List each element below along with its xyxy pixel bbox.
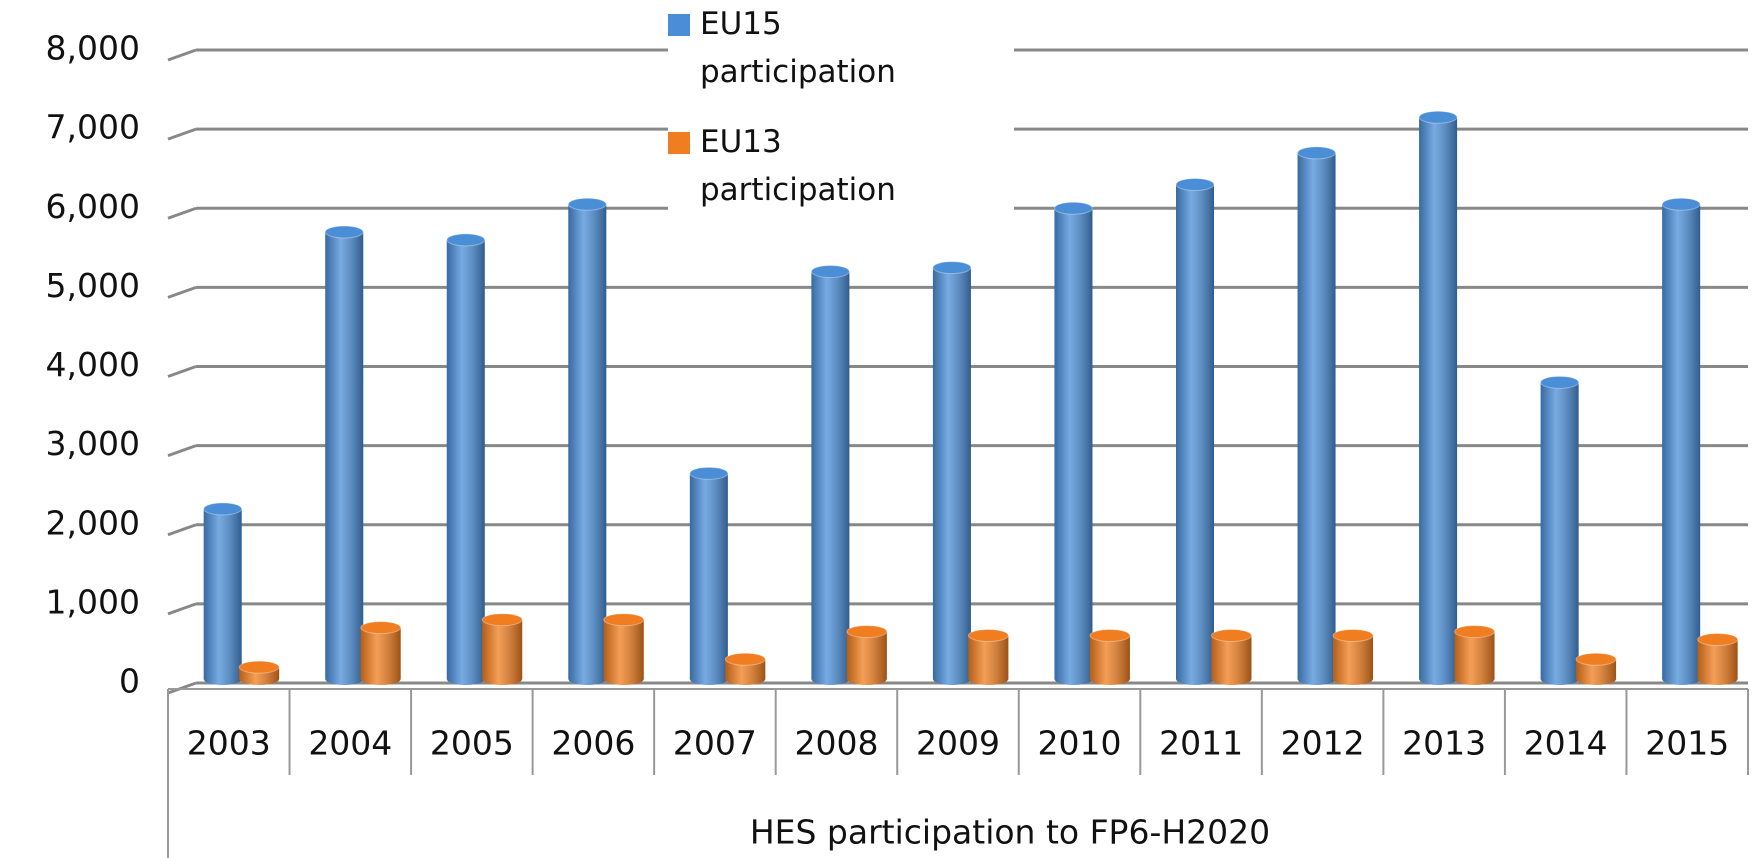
grid-line-side <box>167 206 197 220</box>
bar-shade <box>846 631 887 685</box>
bar-cap <box>1053 201 1093 215</box>
y-tick-label: 3,000 <box>46 424 140 463</box>
legend-label: EU13 participation <box>700 124 896 208</box>
x-tick-label: 2007 <box>673 724 757 763</box>
bar-shade <box>1697 639 1738 685</box>
bar-shade <box>1211 635 1252 685</box>
y-tick-label: 8,000 <box>46 29 140 68</box>
grid-line-side <box>167 285 197 299</box>
bar-shade <box>1419 117 1458 686</box>
x-tick-label: 2006 <box>551 724 635 763</box>
bar-cap <box>1332 629 1374 643</box>
bar-shade <box>446 239 485 685</box>
bar-shade <box>1054 208 1093 685</box>
x-tick-label: 2012 <box>1281 724 1365 763</box>
bar-cap <box>689 466 729 480</box>
bar-shade <box>968 635 1009 685</box>
bar-cap <box>1575 652 1617 666</box>
x-axis-title: HES participation to FP6-H2020 <box>750 813 1270 852</box>
y-tick-label: 1,000 <box>46 582 140 621</box>
bar-cap <box>1297 146 1337 160</box>
bar-cap <box>932 261 972 275</box>
grid-line-side <box>167 48 197 62</box>
y-tick-label: 2,000 <box>46 503 140 542</box>
x-tick-label: 2003 <box>187 724 271 763</box>
x-tick-label: 2013 <box>1402 724 1486 763</box>
bar-shade <box>1333 635 1373 685</box>
grid-line-side <box>167 602 197 616</box>
bar-cap <box>846 625 888 639</box>
x-tick-label: 2004 <box>308 724 392 763</box>
bar-cap <box>1418 110 1458 124</box>
legend-swatch <box>668 132 690 154</box>
bar-cap <box>1697 632 1739 646</box>
y-tick-label: 0 <box>119 662 140 701</box>
bar-shade <box>725 659 766 685</box>
x-tick-label: 2010 <box>1038 724 1122 763</box>
bar-shade <box>603 619 644 685</box>
bar-shade <box>1297 152 1336 686</box>
bar-cap <box>567 197 607 211</box>
bar-cap <box>810 265 850 279</box>
grid-line-side <box>167 444 197 458</box>
bar-shade <box>1454 631 1495 685</box>
legend: EU15 participation EU13 participation <box>668 0 1014 210</box>
y-tick-label: 6,000 <box>46 187 140 226</box>
bar-cap <box>360 621 402 635</box>
grid-line-side <box>167 523 197 537</box>
bar-cap <box>1175 178 1215 192</box>
bar-shade <box>203 508 242 685</box>
bar-cap <box>724 652 766 666</box>
x-tick-label: 2014 <box>1524 724 1608 763</box>
grid-line-side <box>167 127 197 141</box>
bar-cap <box>967 629 1009 643</box>
legend-label: EU15 participation <box>700 6 896 90</box>
y-tick-label: 4,000 <box>46 345 140 384</box>
bar-cap <box>603 613 645 627</box>
y-tick-label: 5,000 <box>46 266 140 305</box>
legend-swatch <box>668 14 690 36</box>
y-tick-label: 7,000 <box>46 108 140 147</box>
bar-shade <box>1540 382 1579 685</box>
bar-cap <box>1661 197 1701 211</box>
bar-shade <box>811 271 850 685</box>
bar-cap <box>1540 375 1580 389</box>
bar-shade <box>1662 204 1701 685</box>
grid-line-side <box>167 365 197 378</box>
bar-cap <box>324 225 364 239</box>
x-tick-label: 2011 <box>1159 724 1243 763</box>
bar-cap <box>1210 629 1252 643</box>
x-tick-label: 2009 <box>916 724 1000 763</box>
bar-shade <box>689 473 728 685</box>
bar-shade <box>482 619 523 685</box>
bar-shade <box>932 267 971 685</box>
bar-shade <box>360 627 401 685</box>
x-tick-label: 2015 <box>1645 724 1729 763</box>
bar-cap <box>446 233 486 247</box>
bar-shade <box>568 204 607 685</box>
bar-shade <box>1176 184 1214 685</box>
bar-shade <box>1576 659 1617 685</box>
bar-cap <box>481 613 523 627</box>
bar-cap <box>238 660 280 674</box>
x-tick-label: 2008 <box>794 724 878 763</box>
bar-cap <box>1089 629 1131 643</box>
bar-shade <box>325 231 364 686</box>
bar-shade <box>1089 635 1130 685</box>
x-tick-label: 2005 <box>430 724 514 763</box>
bar-cap <box>1454 625 1496 639</box>
bar-cap <box>203 502 243 516</box>
